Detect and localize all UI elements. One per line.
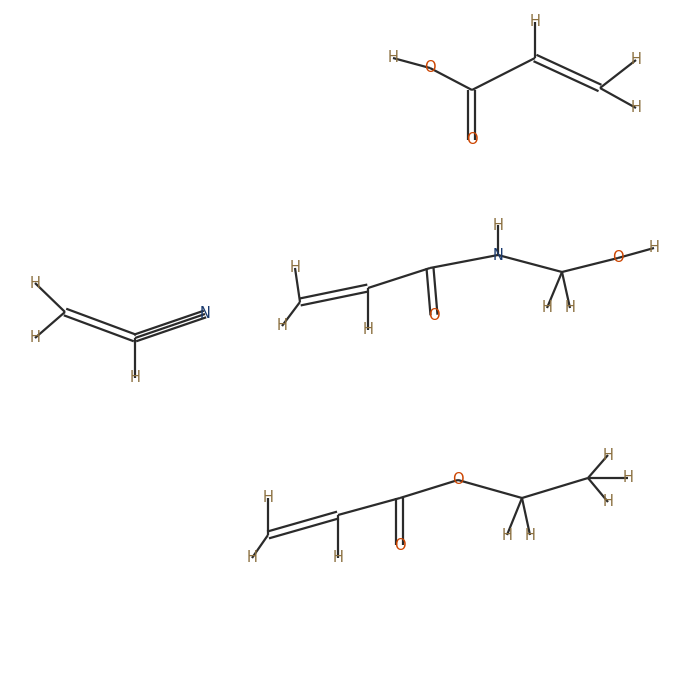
Text: H: H: [623, 471, 634, 486]
Text: H: H: [530, 14, 541, 29]
Text: N: N: [493, 248, 503, 263]
Text: O: O: [424, 60, 436, 75]
Text: H: H: [649, 241, 659, 256]
Text: O: O: [394, 538, 406, 553]
Text: H: H: [525, 527, 536, 542]
Text: H: H: [602, 495, 613, 510]
Text: H: H: [493, 218, 503, 233]
Text: H: H: [502, 527, 512, 542]
Text: H: H: [277, 319, 287, 334]
Text: H: H: [130, 371, 140, 386]
Text: O: O: [428, 308, 440, 322]
Text: H: H: [332, 551, 344, 566]
Text: H: H: [387, 51, 398, 66]
Text: H: H: [631, 53, 641, 68]
Text: H: H: [262, 490, 273, 505]
Text: H: H: [631, 101, 641, 116]
Text: N: N: [200, 306, 210, 321]
Text: H: H: [289, 261, 301, 276]
Text: H: H: [246, 551, 257, 566]
Text: H: H: [362, 322, 373, 337]
Text: O: O: [452, 473, 464, 488]
Text: O: O: [466, 133, 477, 148]
Text: O: O: [612, 250, 624, 265]
Text: H: H: [30, 330, 40, 345]
Text: H: H: [564, 300, 575, 315]
Text: H: H: [30, 276, 40, 291]
Text: H: H: [602, 447, 613, 462]
Text: H: H: [541, 300, 552, 315]
